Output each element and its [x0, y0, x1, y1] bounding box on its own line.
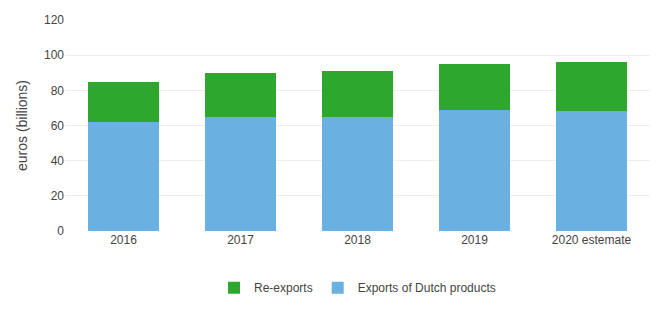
svg-text:2018: 2018: [344, 233, 371, 247]
svg-text:40: 40: [51, 154, 65, 168]
svg-text:Exports of Dutch products: Exports of Dutch products: [358, 281, 496, 295]
svg-text:2017: 2017: [227, 233, 254, 247]
svg-text:60: 60: [51, 119, 65, 133]
svg-text:2016: 2016: [110, 233, 137, 247]
svg-text:2019: 2019: [461, 233, 488, 247]
svg-text:120: 120: [44, 13, 64, 27]
svg-text:Re-exports: Re-exports: [254, 281, 313, 295]
svg-text:100: 100: [44, 48, 64, 62]
svg-text:80: 80: [51, 84, 65, 98]
svg-text:20: 20: [51, 189, 65, 203]
svg-text:0: 0: [57, 224, 64, 238]
svg-text:2020 estemate: 2020 estemate: [552, 233, 632, 247]
svg-text:euros (billions): euros (billions): [14, 80, 30, 171]
